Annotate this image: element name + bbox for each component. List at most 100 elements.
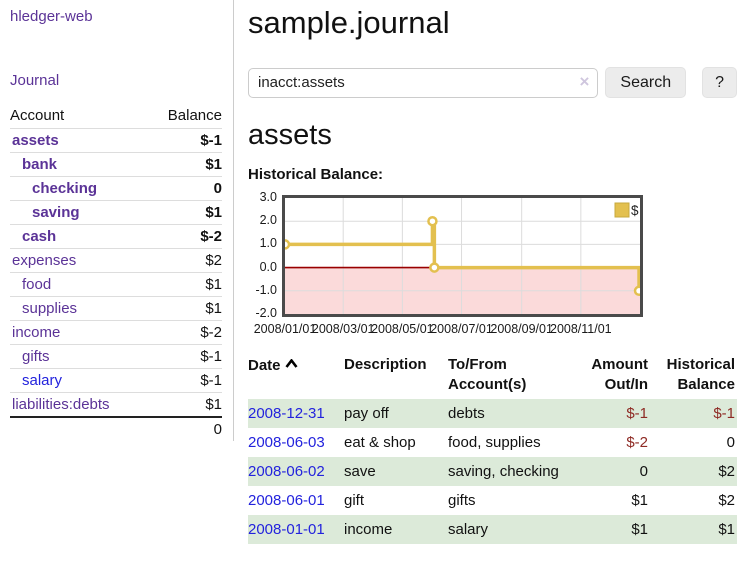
account-row: salary $-1 (10, 368, 222, 393)
x-axis-tick-label: 2008/05/01 (371, 322, 434, 336)
app-title-link[interactable]: hledger-web (10, 8, 93, 25)
register-row: 2008-12-31 pay off debts $-1 $-1 (248, 398, 737, 428)
amount-column-header: Amount Out/In (591, 356, 648, 394)
account-link[interactable]: food (22, 276, 52, 293)
account-balance: $-1 (147, 344, 222, 369)
date-link[interactable]: 2008-06-03 (248, 433, 325, 451)
amount-cell: $1 (631, 491, 648, 509)
account-row: checking 0 (10, 176, 222, 201)
account-heading: assets (248, 119, 332, 151)
account-link[interactable]: liabilities:debts (12, 396, 110, 413)
date-link[interactable]: 2008-06-02 (248, 462, 325, 480)
balance-cell: $-1 (650, 398, 737, 428)
account-link[interactable]: bank (22, 156, 58, 173)
x-axis-tick-label: 2008/09/01 (490, 322, 553, 336)
description-cell: save (344, 456, 448, 486)
x-axis-tick-label: 2008/07/01 (430, 322, 493, 336)
register-row: 2008-06-03 eat & shop food, supplies $-2… (248, 428, 737, 457)
y-axis-tick-label: 1.0 (259, 236, 277, 251)
balance-cell: $2 (650, 456, 737, 486)
account-balance: $-2 (147, 224, 222, 249)
description-cell: income (344, 514, 448, 544)
date-link[interactable]: 2008-01-01 (248, 520, 325, 538)
account-row: bank $1 (10, 152, 222, 177)
account-link[interactable]: cash (22, 228, 57, 245)
account-row: liabilities:debts $1 (10, 392, 222, 417)
account-row: supplies $1 (10, 296, 222, 321)
account-balance-table: Account Balance assets $-1 bank $1 check… (10, 104, 222, 441)
register-row: 2008-01-01 income salary $1 $1 (248, 514, 737, 544)
account-link[interactable]: assets (12, 132, 59, 149)
help-button[interactable]: ? (702, 67, 737, 98)
description-cell: pay off (344, 398, 448, 428)
page-title: sample.journal (248, 5, 450, 40)
register-row: 2008-06-01 gift gifts $1 $2 (248, 486, 737, 515)
amount-cell: $-1 (574, 398, 650, 428)
date-link[interactable]: 2008-06-01 (248, 491, 325, 509)
accounts-cell: food, supplies (448, 433, 541, 451)
balance-cell: $1 (650, 514, 737, 544)
total-balance: 0 (147, 416, 222, 441)
clear-search-icon[interactable]: × (579, 71, 590, 91)
accounts-cell: salary (448, 514, 574, 544)
balance-cell: $2 (718, 491, 735, 509)
search-form: × Search ? (248, 67, 737, 98)
account-link[interactable]: gifts (22, 348, 50, 365)
description-cell: gift (344, 491, 365, 509)
description-column-header: Description (344, 356, 427, 373)
account-table-body: assets $-1 bank $1 checking 0 saving $1 … (10, 128, 222, 417)
account-link[interactable]: income (12, 324, 61, 341)
account-row: saving $1 (10, 200, 222, 225)
account-row: income $-2 (10, 320, 222, 345)
register-table: Date Description To/From Account(s) Amou… (248, 352, 737, 544)
date-link[interactable]: 2008-12-31 (248, 404, 325, 422)
account-balance: $2 (147, 248, 222, 273)
svg-text:$: $ (631, 203, 639, 218)
account-column-header: Account (10, 107, 65, 124)
historical-balance-chart: $ 3.0 2.0 1.0 0.0 -1.0 -2.0 2008/01/01 2008/03/… (248, 190, 688, 340)
main-panel: sample.journal × Search ? assets Histori… (248, 0, 737, 544)
account-row: expenses $2 (10, 248, 222, 273)
balance-column-header: Balance (167, 107, 222, 124)
chart-plot-area: $ (282, 195, 643, 317)
chart-title: Historical Balance: (248, 166, 384, 183)
account-balance: $1 (147, 200, 222, 225)
y-axis-tick-label: -1.0 (255, 282, 277, 297)
account-row: food $1 (10, 272, 222, 297)
register-table-body: 2008-12-31 pay off debts $-1 $-1 2008-06… (248, 398, 737, 544)
x-axis-tick-label: 2008/11/01 (550, 322, 612, 336)
search-input[interactable] (248, 67, 599, 98)
y-axis-tick-label: 2.0 (259, 213, 277, 228)
search-button[interactable]: Search (605, 67, 687, 98)
account-balance: $1 (147, 296, 222, 321)
sort-ascending-icon (284, 355, 298, 375)
account-link[interactable]: saving (32, 204, 80, 221)
account-link[interactable]: checking (32, 180, 98, 197)
account-row: assets $-1 (10, 128, 222, 153)
account-balance: $1 (147, 392, 222, 417)
account-row: cash $-2 (10, 224, 222, 249)
total-row: 0 (10, 416, 222, 441)
register-row: 2008-06-02 save saving, checking 0 $2 (248, 456, 737, 486)
journal-link[interactable]: Journal (10, 72, 60, 89)
account-balance: $-1 (147, 128, 222, 153)
y-axis-tick-label: -2.0 (255, 306, 277, 320)
description-cell: eat & shop (344, 433, 416, 451)
accounts-cell: saving, checking (448, 456, 574, 486)
balance-cell: 0 (726, 433, 735, 451)
x-axis-tick-label: 2008/03/01 (311, 322, 375, 336)
y-axis-tick-label: 0.0 (259, 259, 277, 274)
account-link[interactable]: supplies (22, 300, 78, 317)
amount-cell: 0 (574, 456, 650, 486)
account-link[interactable]: expenses (12, 252, 77, 269)
account-balance: $1 (147, 152, 222, 177)
account-balance: $-1 (147, 368, 222, 393)
y-axis-tick-label: 3.0 (259, 190, 277, 204)
account-link[interactable]: salary (22, 372, 63, 389)
sidebar-divider (233, 0, 234, 441)
amount-cell: $-2 (626, 433, 648, 451)
date-column-header[interactable]: Date (248, 352, 344, 399)
account-balance: $-2 (147, 320, 222, 345)
account-row: gifts $-1 (10, 344, 222, 369)
accounts-cell: gifts (448, 491, 476, 509)
